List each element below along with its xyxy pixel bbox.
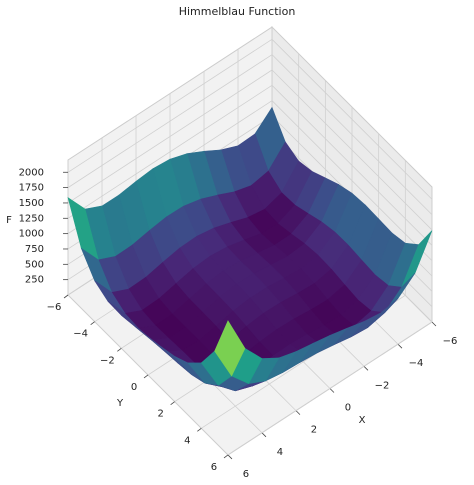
z-tick-label: 250 bbox=[25, 275, 44, 286]
x-tick-label: −2 bbox=[375, 380, 390, 391]
y-tick bbox=[223, 454, 229, 459]
y-tick-label: −2 bbox=[100, 355, 115, 366]
z-axis-label: F bbox=[6, 215, 12, 226]
x-tick-label: −6 bbox=[443, 336, 458, 347]
grid-line bbox=[67, 85, 273, 219]
z-tick-label: 750 bbox=[25, 244, 44, 255]
grid-line bbox=[271, 100, 433, 261]
y-tick-label: 0 bbox=[131, 382, 137, 393]
y-tick bbox=[117, 348, 122, 352]
y-tick bbox=[170, 401, 175, 405]
y-tick bbox=[90, 321, 95, 325]
chart-title: Himmelblau Function bbox=[179, 5, 296, 18]
x-tick-label: 4 bbox=[277, 447, 283, 458]
z-tick-label: 1750 bbox=[19, 183, 44, 194]
x-tick bbox=[295, 410, 301, 415]
x-tick bbox=[227, 454, 233, 460]
grid-line bbox=[271, 39, 433, 200]
surface-patch bbox=[214, 320, 246, 377]
z-tick-label: 2000 bbox=[19, 167, 44, 178]
y-tick-label: 4 bbox=[184, 435, 190, 446]
x-tick-label: −4 bbox=[409, 358, 424, 369]
y-tick bbox=[197, 427, 202, 432]
x-axis-label: X bbox=[359, 415, 366, 426]
z-tick-label: 1250 bbox=[19, 213, 44, 224]
z-tick-label: 1000 bbox=[19, 229, 44, 240]
x-tick bbox=[397, 343, 403, 349]
y-tick-label: 6 bbox=[211, 462, 217, 473]
grid-line bbox=[67, 38, 273, 173]
grid-line bbox=[227, 321, 433, 456]
grid-line bbox=[271, 69, 433, 231]
y-tick-label: −4 bbox=[73, 329, 88, 340]
y-tick bbox=[143, 374, 149, 379]
x-tick-label: 2 bbox=[311, 425, 317, 436]
x-tick-label: 0 bbox=[345, 402, 351, 413]
y-axis-label: Y bbox=[116, 398, 124, 409]
x-tick bbox=[363, 366, 369, 371]
y-tick-label: 2 bbox=[157, 409, 163, 420]
x-tick bbox=[261, 432, 267, 438]
grid-line bbox=[67, 54, 273, 188]
y-tick bbox=[63, 294, 69, 299]
z-tick-label: 500 bbox=[25, 259, 44, 270]
x-tick bbox=[431, 321, 437, 327]
grid-line bbox=[271, 85, 433, 246]
z-tick-label: 1500 bbox=[19, 198, 44, 209]
x-tick-label: 6 bbox=[243, 469, 249, 480]
grid-line bbox=[67, 69, 273, 204]
x-tick bbox=[329, 388, 335, 393]
y-tick-label: −6 bbox=[47, 302, 62, 313]
grid-line bbox=[271, 54, 433, 215]
